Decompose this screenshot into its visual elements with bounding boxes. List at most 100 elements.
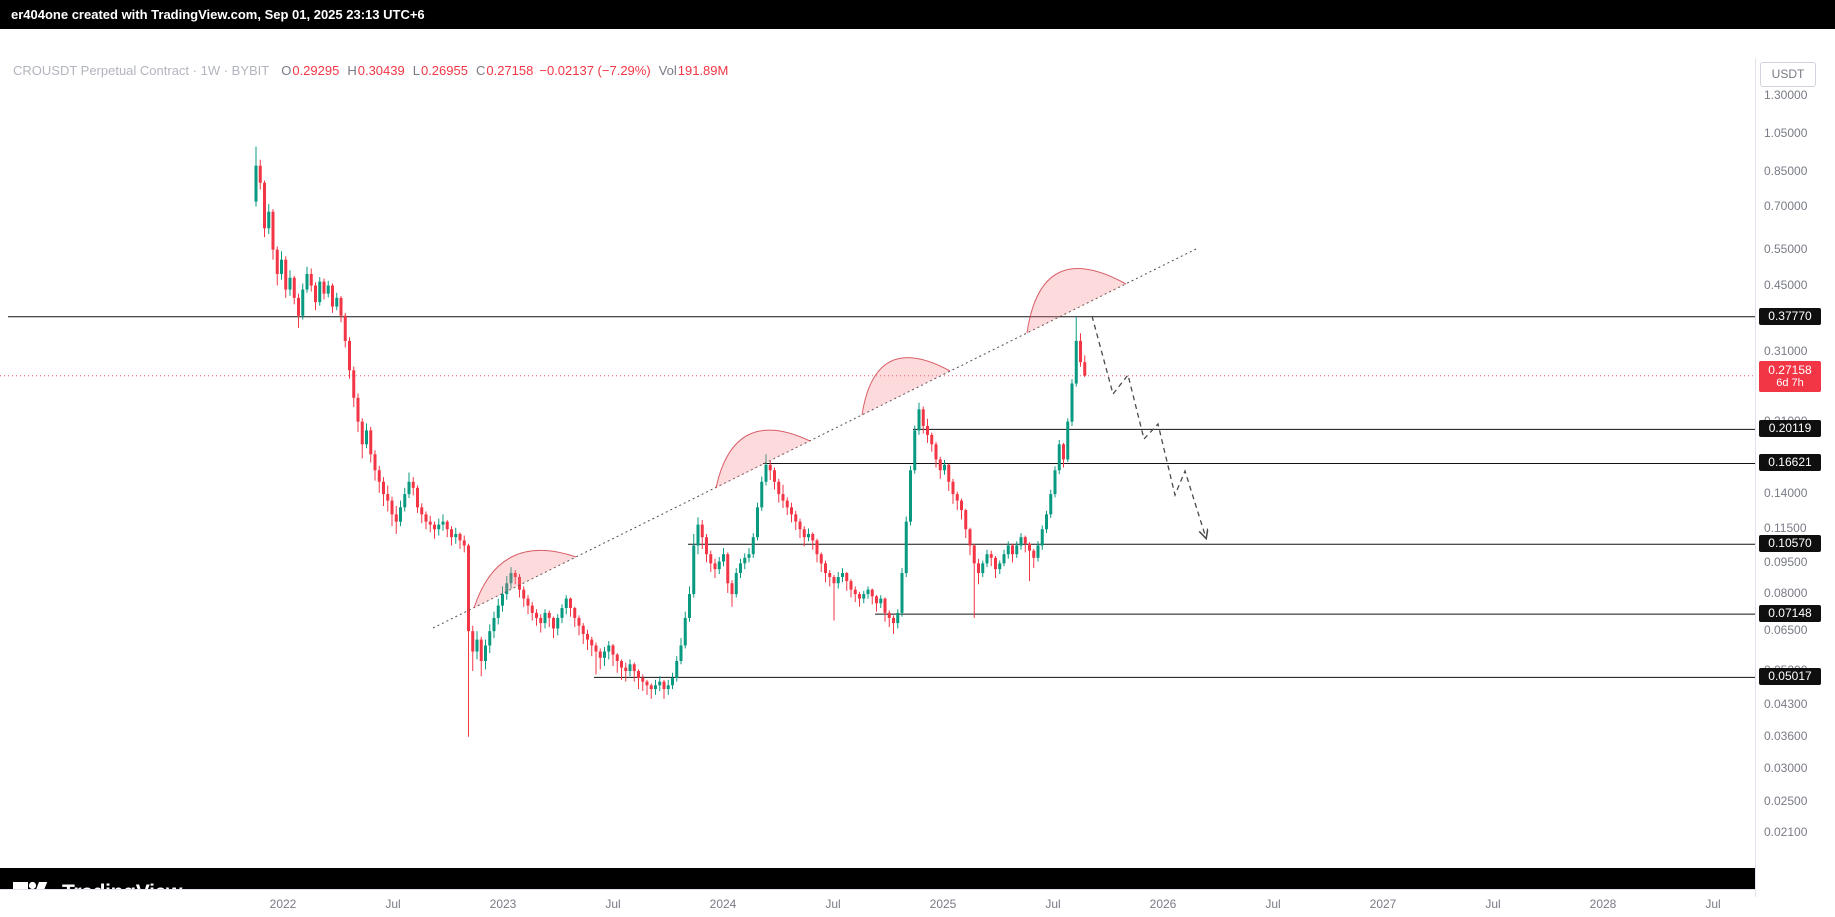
high-label: H bbox=[347, 63, 357, 78]
candle-body bbox=[416, 487, 419, 508]
candle-body bbox=[870, 589, 874, 597]
candle-body bbox=[934, 444, 938, 460]
low-label: L bbox=[412, 63, 420, 78]
candle-body bbox=[267, 211, 271, 229]
close-value: 0.27158 bbox=[486, 63, 534, 78]
current-price-value: 0.27158 bbox=[1768, 362, 1812, 377]
candle-body bbox=[998, 563, 1002, 570]
candle-body bbox=[875, 596, 878, 604]
candle-body bbox=[403, 494, 407, 508]
price-chart-canvas[interactable] bbox=[0, 58, 1755, 860]
candle-body bbox=[437, 524, 441, 530]
candle-body bbox=[883, 598, 887, 613]
arc-annotation-fill bbox=[716, 430, 810, 488]
candle-body bbox=[760, 481, 764, 508]
candle-body bbox=[365, 430, 368, 445]
candle-body bbox=[433, 524, 436, 530]
candle-body bbox=[586, 633, 589, 640]
price-tick-label: 0.70000 bbox=[1764, 198, 1808, 213]
candle-body bbox=[1053, 470, 1057, 495]
candle-body bbox=[518, 577, 521, 590]
time-axis-label: Jul bbox=[1485, 897, 1501, 911]
candle-body bbox=[445, 521, 449, 530]
candle-body bbox=[773, 470, 776, 482]
candle-body bbox=[1057, 444, 1061, 471]
price-tick-label: 0.02100 bbox=[1764, 825, 1808, 839]
trendline[interactable] bbox=[432, 248, 1197, 629]
candle-body bbox=[849, 581, 853, 590]
candle-body bbox=[1045, 514, 1048, 530]
candle-body bbox=[781, 494, 785, 501]
time-axis-label: 2026 bbox=[1149, 897, 1177, 911]
candle-body bbox=[947, 464, 951, 482]
time-axis-label: Jul bbox=[825, 897, 841, 911]
candle-body bbox=[573, 607, 577, 618]
candle-body bbox=[794, 514, 798, 522]
time-axis[interactable]: 2022 Jul 2023 Jul 2024 Jul 2025 Jul 2026 Jul 2027 J… bbox=[0, 889, 1835, 917]
candle-body bbox=[607, 645, 611, 652]
candle-body bbox=[658, 681, 662, 686]
candle-body bbox=[513, 573, 517, 578]
price-tick-label: 0.14000 bbox=[1764, 486, 1808, 501]
candle-body bbox=[305, 273, 309, 290]
candle-body bbox=[284, 259, 288, 290]
candle-body bbox=[862, 594, 866, 599]
candle-body bbox=[768, 464, 772, 471]
candle-body bbox=[734, 573, 738, 595]
candle-body bbox=[1066, 421, 1070, 460]
candle-body bbox=[458, 533, 462, 541]
candle-body bbox=[309, 273, 313, 286]
candle-body bbox=[705, 537, 708, 555]
candle-body bbox=[853, 589, 857, 595]
candle-body bbox=[488, 631, 492, 646]
symbol-legend: CROUSDT Perpetual Contract · 1W · BYBIT O… bbox=[13, 63, 728, 81]
candle-body bbox=[938, 459, 942, 471]
projection-path[interactable] bbox=[1091, 315, 1206, 538]
candle-body bbox=[819, 554, 823, 564]
candle-body bbox=[556, 617, 560, 629]
candle-body bbox=[492, 617, 496, 632]
arc-annotation[interactable] bbox=[1026, 268, 1127, 334]
candle-body bbox=[930, 434, 934, 445]
candle-body bbox=[407, 481, 411, 495]
candle-body bbox=[539, 617, 543, 624]
candle-body bbox=[343, 315, 347, 341]
price-level-badge: 0.16621 bbox=[1759, 454, 1821, 472]
candle-body bbox=[692, 545, 696, 595]
price-axis[interactable]: USDT 1.30000 1.05000 0.85000 0.70000 0.55000… bbox=[1755, 58, 1835, 897]
time-axis-label: 2024 bbox=[709, 897, 737, 911]
candle-body bbox=[866, 589, 870, 595]
candle-body bbox=[450, 529, 453, 538]
candle-body bbox=[331, 285, 334, 307]
candle-body bbox=[696, 524, 700, 546]
symbol-title[interactable]: CROUSDT Perpetual Contract · 1W · BYBIT bbox=[13, 63, 270, 78]
price-tick-label: 0.04300 bbox=[1764, 696, 1808, 711]
candle-body bbox=[960, 500, 963, 511]
candle-body bbox=[335, 297, 339, 307]
candle-body bbox=[743, 557, 747, 564]
candle-body bbox=[1015, 545, 1019, 555]
candle-body bbox=[1028, 543, 1031, 551]
candle-body bbox=[258, 165, 262, 183]
candle-body bbox=[896, 612, 900, 624]
price-level-badge: 0.37770 bbox=[1759, 307, 1821, 325]
arc-annotation[interactable] bbox=[715, 429, 811, 489]
candle-body bbox=[428, 521, 432, 525]
candle-body bbox=[637, 671, 640, 679]
candle-body bbox=[1079, 340, 1082, 363]
candle-body bbox=[441, 521, 445, 525]
candle-body bbox=[909, 470, 912, 522]
arc-annotation[interactable] bbox=[861, 357, 951, 416]
candle-body bbox=[777, 481, 781, 495]
currency-toggle[interactable]: USDT bbox=[1760, 62, 1816, 87]
candle-body bbox=[275, 249, 279, 274]
price-tick-label: 0.03000 bbox=[1764, 761, 1808, 776]
candle-body bbox=[641, 678, 645, 682]
candle-body bbox=[1019, 537, 1023, 546]
arc-annotation[interactable] bbox=[473, 549, 577, 609]
candle-body bbox=[790, 507, 793, 515]
price-level-badge: 0.05017 bbox=[1759, 668, 1821, 686]
candle-body bbox=[288, 277, 292, 290]
candle-body bbox=[496, 605, 500, 618]
change-value: −0.02137 (−7.29%) bbox=[539, 63, 651, 78]
